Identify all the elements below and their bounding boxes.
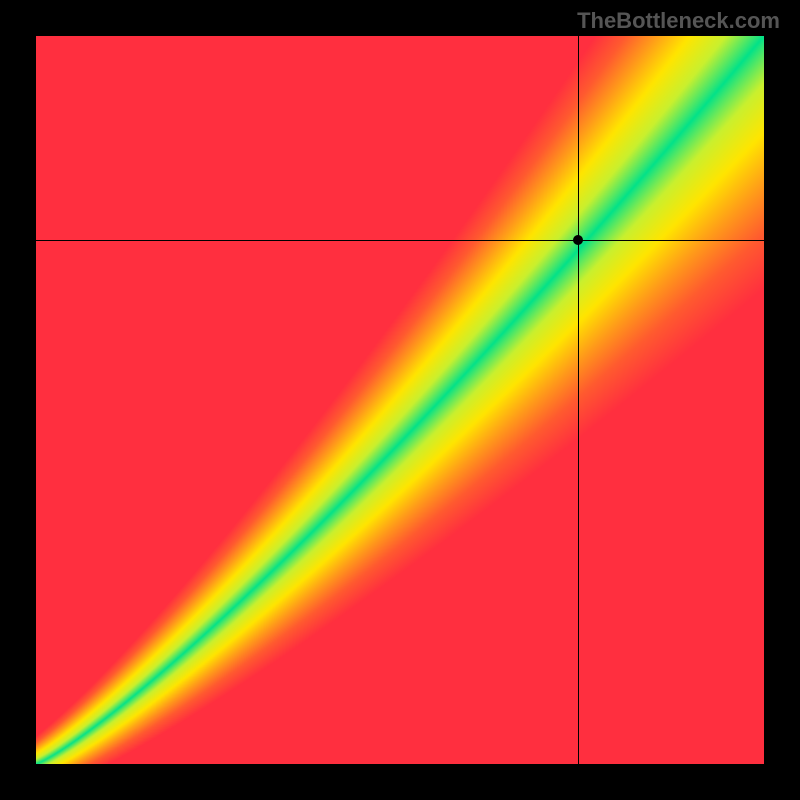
watermark-text: TheBottleneck.com [577, 8, 780, 34]
crosshair-horizontal [36, 240, 764, 241]
plot-area [36, 36, 764, 764]
marker-dot [573, 235, 583, 245]
heatmap-canvas [36, 36, 764, 764]
crosshair-vertical [578, 36, 579, 764]
chart-container: TheBottleneck.com [0, 0, 800, 800]
